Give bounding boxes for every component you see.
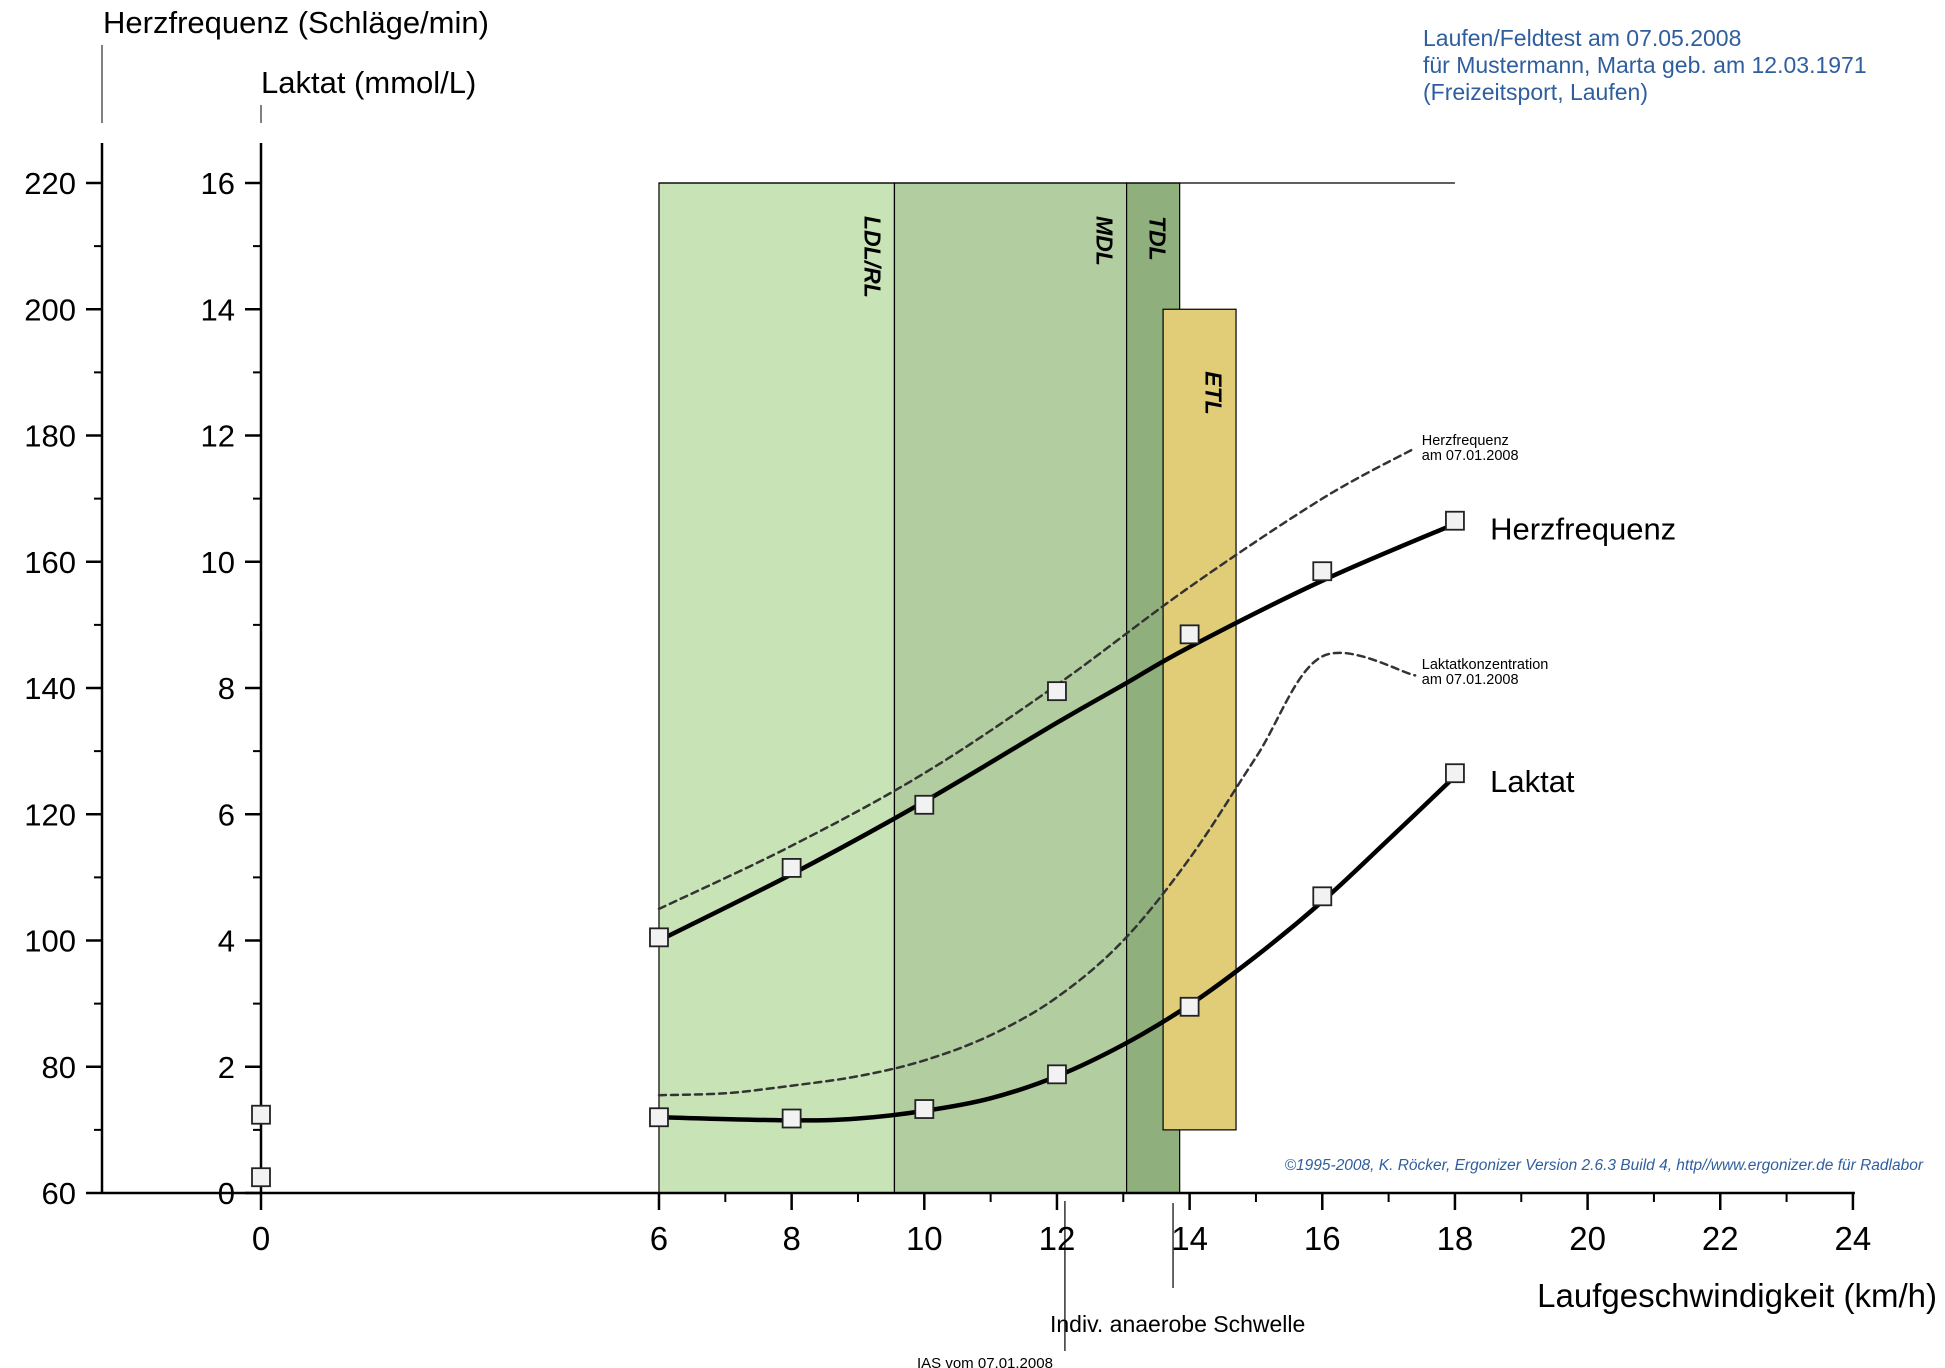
hr-tick-label: 160: [24, 545, 76, 580]
iat-previous-threshold-label: IAS vom 07.01.2008: [917, 1355, 1053, 1368]
curve-laktat: [656, 774, 1458, 1123]
lactate-tick-label: 8: [218, 671, 235, 706]
hr-tick-label: 140: [24, 671, 76, 706]
point-herzfrequenz: [649, 927, 669, 948]
lactate-tick-label: 16: [201, 166, 235, 201]
zone-label-ldl-rl: LDL/RL: [859, 216, 885, 298]
lactate-axis-label: Laktat (mmol/L): [261, 65, 476, 100]
point-laktat: [781, 1108, 802, 1129]
point-herzfrequenz: [1445, 510, 1465, 531]
iat-threshold-label: Indiv. anaerobe Schwelle: [1050, 1311, 1305, 1337]
series-label-herzfrequenz: Herzfrequenz: [1490, 512, 1676, 547]
point-laktat: [914, 1099, 935, 1119]
lactate-tick-label: 6: [218, 797, 235, 832]
x-tick-label: 6: [650, 1220, 668, 1257]
hr-tick-label: 80: [42, 1050, 76, 1085]
point-laktat: [1445, 763, 1465, 784]
test-info-header: Laufen/Feldtest am 07.05.2008 für Muster…: [1423, 25, 1867, 106]
lactate-tick-label: 4: [218, 924, 235, 959]
rest-point-laktat: [251, 1167, 271, 1188]
test-info-line-1: Laufen/Feldtest am 07.05.2008: [1423, 25, 1742, 51]
training-zones: [658, 182, 1455, 1194]
test-info-line-2: für Mustermann, Marta geb. am 12.03.1971: [1423, 52, 1867, 78]
point-herzfrequenz: [914, 794, 935, 815]
lactate-tick-label: 2: [218, 1050, 235, 1085]
lactate-tick-label: 0: [218, 1176, 235, 1211]
x-tick-label: 22: [1702, 1220, 1739, 1257]
hr-axis-label: Herzfrequenz (Schläge/min): [103, 5, 489, 40]
zone-etl: [1162, 308, 1237, 1131]
hr-tick-label: 60: [42, 1176, 76, 1211]
zone-label-tdl: TDL: [1145, 216, 1171, 261]
data-markers: [251, 510, 1465, 1188]
point-laktat: [1312, 886, 1333, 907]
x-tick-label: 14: [1171, 1220, 1208, 1257]
rest-point-herzfrequenz: [251, 1104, 271, 1125]
x-tick-label: 12: [1039, 1220, 1076, 1257]
x-tick-label: 20: [1569, 1220, 1606, 1257]
curve-laktatkonzentration-am-07-01-2008: [657, 651, 1417, 1097]
annotation-0-line-1: Herzfrequenz: [1422, 433, 1509, 449]
annotation-0-line-2: am 07.01.2008: [1422, 448, 1519, 464]
lactate-tick-label: 12: [201, 419, 235, 454]
lactate-tick-label: 14: [201, 292, 235, 327]
zone-ldl-rl: [658, 182, 896, 1194]
x-tick-label: 8: [782, 1220, 800, 1257]
zone-label-etl: ETL: [1201, 371, 1227, 414]
point-laktat: [1047, 1064, 1067, 1085]
hr-tick-label: 180: [24, 419, 76, 454]
copyright-text: ©1995-2008, K. Röcker, Ergonizer Version…: [1285, 1157, 1924, 1174]
training-zone-labels: LDL/RL MDL TDL ETL: [859, 216, 1226, 415]
point-herzfrequenz: [1179, 624, 1200, 645]
x-tick-label: 16: [1304, 1220, 1341, 1257]
x-axis-label: Laufgeschwindigkeit (km/h): [1537, 1277, 1937, 1314]
series-label-laktat: Laktat: [1490, 764, 1575, 799]
point-herzfrequenz: [1047, 681, 1067, 702]
x-tick-label: 18: [1437, 1220, 1474, 1257]
hr-tick-label: 120: [24, 797, 76, 832]
zone-label-mdl: MDL: [1092, 216, 1118, 266]
x-tick-label: 0: [252, 1220, 270, 1257]
zone-mdl: [893, 182, 1128, 1194]
threshold-markers: Indiv. anaerobe Schwelle IAS vom 07.01.20…: [917, 1201, 1305, 1368]
x-tick-label: 10: [906, 1220, 943, 1257]
point-laktat: [649, 1107, 669, 1128]
hr-tick-label: 200: [24, 292, 76, 327]
chart-labels: Herzfrequenz (Schläge/min) Laktat (mmol/…: [103, 5, 1937, 1314]
hr-tick-label: 100: [24, 924, 76, 959]
lactate-tick-label: 10: [201, 545, 235, 580]
point-herzfrequenz: [781, 858, 802, 878]
point-laktat: [1179, 996, 1200, 1017]
x-tick-label: 24: [1835, 1220, 1872, 1257]
test-info-line-3: (Freizeitsport, Laufen): [1423, 79, 1648, 105]
hr-tick-label: 220: [24, 166, 76, 201]
point-herzfrequenz: [1312, 561, 1333, 582]
annotation-1-line-1: Laktatkonzentration: [1422, 657, 1549, 673]
annotation-1-line-2: am 07.01.2008: [1422, 672, 1519, 688]
